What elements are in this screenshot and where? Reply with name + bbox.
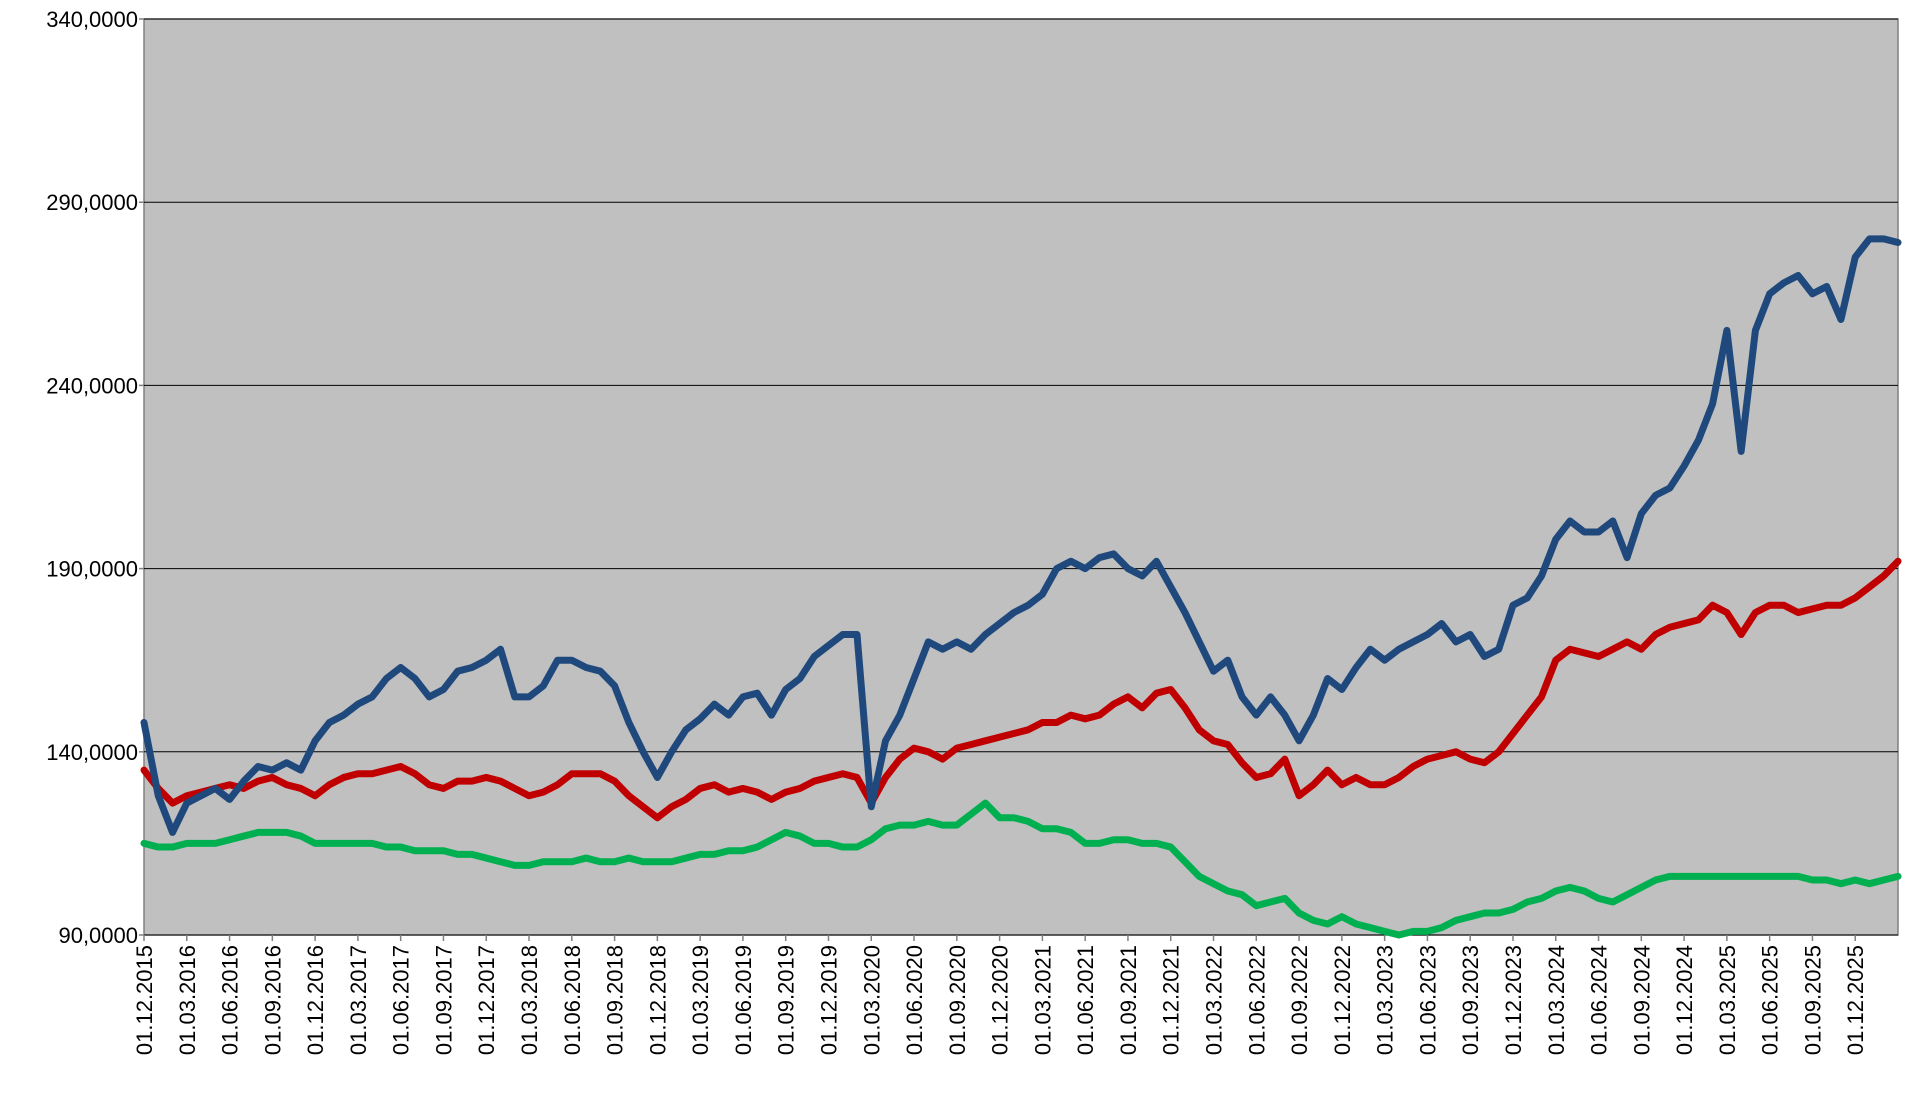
data-line xyxy=(140,235,1902,836)
x-tick-label: 01.03.2024 xyxy=(1544,945,1569,1055)
x-tick-label: 01.03.2025 xyxy=(1715,945,1740,1055)
x-tick-label: 01.06.2024 xyxy=(1587,945,1612,1055)
data-line xyxy=(140,557,1902,822)
x-tick-label: 01.09.2021 xyxy=(1116,945,1141,1055)
x-tick-label: 01.12.2021 xyxy=(1159,945,1184,1055)
x-tick-label: 01.12.2016 xyxy=(303,945,328,1055)
x-tick-label: 01.12.2023 xyxy=(1501,945,1526,1055)
x-tick-label: 01.09.2022 xyxy=(1287,945,1312,1055)
x-tick-label: 01.03.2021 xyxy=(1030,945,1055,1055)
y-tick-label: 90,0000 xyxy=(58,923,138,948)
x-tick-label: 01.06.2022 xyxy=(1244,945,1269,1055)
x-tick-label: 01.03.2018 xyxy=(517,945,542,1055)
y-tick-label: 290,0000 xyxy=(46,190,138,215)
x-tick-label: 01.03.2022 xyxy=(1202,945,1227,1055)
x-tick-label: 01.06.2019 xyxy=(731,945,756,1055)
x-tick-label: 01.06.2016 xyxy=(218,945,243,1055)
x-tick-label: 01.09.2016 xyxy=(260,945,285,1055)
plot-area xyxy=(143,18,1899,936)
y-tick-label: 240,0000 xyxy=(46,373,138,398)
data-line xyxy=(140,799,1902,939)
x-tick-label: 01.09.2017 xyxy=(431,945,456,1055)
x-tick-label: 01.06.2017 xyxy=(389,945,414,1055)
x-tick-label: 01.03.2020 xyxy=(859,945,884,1055)
x-tick-label: 01.06.2020 xyxy=(902,945,927,1055)
x-tick-label: 01.06.2023 xyxy=(1415,945,1440,1055)
x-tick-label: 01.09.2024 xyxy=(1629,945,1654,1055)
x-tick-label: 01.12.2017 xyxy=(474,945,499,1055)
x-tick-label: 01.03.2016 xyxy=(175,945,200,1055)
x-tick-label: 01.09.2025 xyxy=(1800,945,1825,1055)
x-tick-label: 01.12.2024 xyxy=(1672,945,1697,1055)
x-tick-label: 01.12.2015 xyxy=(132,945,157,1055)
x-tick-label: 01.12.2020 xyxy=(988,945,1013,1055)
x-tick-label: 01.03.2023 xyxy=(1373,945,1398,1055)
x-tick-label: 01.06.2021 xyxy=(1073,945,1098,1055)
x-tick-label: 01.09.2018 xyxy=(603,945,628,1055)
y-tick-label: 190,0000 xyxy=(46,557,138,582)
x-tick-label: 01.12.2018 xyxy=(645,945,670,1055)
x-tick-label: 01.09.2023 xyxy=(1458,945,1483,1055)
y-tick-label: 140,0000 xyxy=(46,740,138,765)
x-tick-label: 01.03.2019 xyxy=(688,945,713,1055)
y-tick-label: 340,0000 xyxy=(46,7,138,32)
x-tick-label: 01.03.2017 xyxy=(346,945,371,1055)
x-tick-label: 01.12.2019 xyxy=(816,945,841,1055)
x-tick-label: 01.06.2018 xyxy=(560,945,585,1055)
x-tick-label: 01.12.2022 xyxy=(1330,945,1355,1055)
x-tick-label: 01.06.2025 xyxy=(1758,945,1783,1055)
x-tick-label: 01.09.2020 xyxy=(945,945,970,1055)
x-tick-label: 01.12.2025 xyxy=(1843,945,1868,1055)
x-tick-label: 01.09.2019 xyxy=(774,945,799,1055)
